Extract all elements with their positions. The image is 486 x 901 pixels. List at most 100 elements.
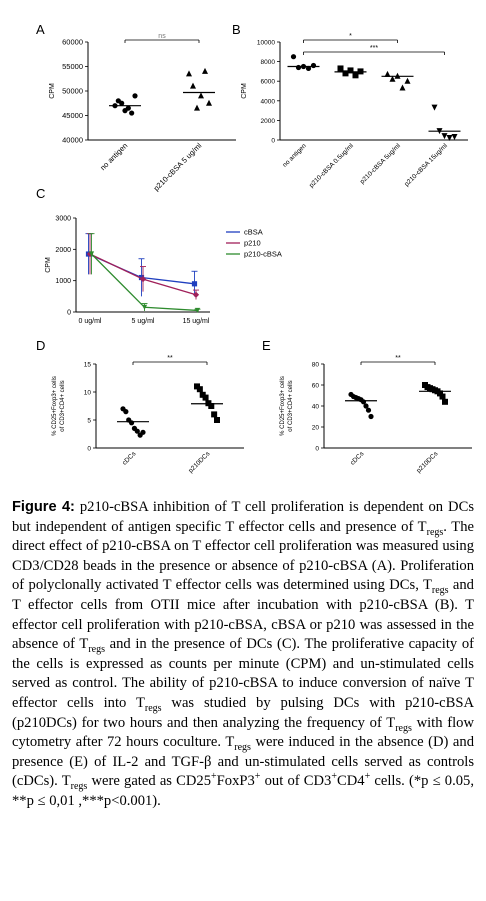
y-tick-label: 40 (312, 404, 320, 411)
y-tick-label: 10000 (257, 40, 275, 47)
data-point (198, 92, 204, 99)
panel-label-e: E (262, 338, 271, 353)
caption-text: p210-cBSA inhibition of T cell prolifera… (12, 499, 475, 809)
y-axis-label: CPM (45, 257, 52, 273)
y-tick-label: 0 (315, 446, 319, 453)
y-tick-label: 6000 (261, 79, 276, 86)
y-tick-label: 2000 (55, 247, 71, 254)
data-point (192, 291, 200, 298)
chart-panel-d: 0 5 10 15 % CD25+Foxp3+ cells of CD3+CD4+ cel… (52, 355, 244, 475)
y-axis-label: CPM (49, 83, 56, 99)
data-point (368, 413, 374, 420)
data-point (140, 429, 146, 435)
figure-label: Figure 4: (12, 499, 75, 515)
data-point (196, 386, 203, 393)
x-tick-label: p210DCs (415, 450, 440, 475)
x-tick-label: p210-cBSA 15ug/ml (403, 142, 449, 188)
panel-label-d: D (36, 338, 46, 353)
y-tick-label: 10 (84, 390, 92, 397)
x-tick-label: 15 ug/ml (183, 318, 210, 325)
data-point (132, 93, 138, 99)
legend-label: p210 (244, 239, 261, 248)
x-tick-label: cDCs (349, 450, 366, 467)
y-axis-label: % CD25+Foxp3+ cells (280, 376, 286, 436)
y-tick-label: 0 (271, 138, 275, 145)
data-point (129, 110, 135, 116)
data-point (389, 75, 396, 82)
x-tick-label: cDCs (121, 450, 138, 467)
significance-label: ** (167, 355, 173, 362)
data-point (437, 390, 443, 397)
data-point (194, 104, 200, 111)
significance-label: *** (370, 45, 378, 52)
chart-panel-c: 0 1000 2000 3000 CPM 0 ug/ml 5 ug/ml 15 ug/ml cB… (45, 216, 282, 326)
chart-panel-e: 0 20 40 60 80 % CD25+Foxp3+ cells of CD3+CD4+ … (280, 355, 472, 475)
y-tick-label: 55000 (62, 62, 83, 71)
y-tick-label: 1000 (55, 278, 71, 285)
y-tick-label: 0 (87, 446, 91, 453)
x-tick-label: p210DCs (187, 450, 212, 475)
panel-label-b: B (232, 22, 241, 37)
y-axis-label: CPM (241, 83, 248, 99)
y-axis-label: of CD3+CD4+ cells (60, 380, 66, 431)
data-point (431, 104, 438, 111)
data-point (194, 307, 201, 314)
data-point (404, 77, 411, 84)
y-tick-label: 60 (312, 383, 320, 390)
data-point (119, 100, 125, 106)
y-tick-label: 15 (84, 362, 92, 369)
data-point (305, 65, 312, 72)
x-tick-label: p210-cBSA 0.5ug/ml (308, 142, 355, 189)
data-point (342, 70, 349, 77)
data-point (206, 99, 212, 106)
data-point (88, 251, 95, 257)
significance-label: ** (395, 355, 401, 362)
data-point (347, 67, 354, 74)
y-tick-label: 5 (87, 418, 91, 425)
y-tick-label: 45000 (62, 111, 83, 120)
x-tick-label: p210-cBSA 5 ug/ml (152, 141, 204, 193)
y-tick-label: 8000 (261, 59, 276, 66)
legend-label: cBSA (244, 228, 263, 237)
y-tick-label: 80 (312, 362, 320, 369)
y-tick-label: 2000 (261, 118, 276, 125)
legend-label: p210-cBSA (244, 250, 282, 259)
data-point (191, 281, 198, 287)
data-point (363, 403, 369, 409)
data-point (214, 417, 220, 423)
data-point (310, 62, 317, 69)
data-point (186, 70, 192, 77)
y-tick-label: 40000 (62, 136, 83, 145)
x-tick-label: p210-cBSA 5ug/ml (359, 142, 402, 185)
data-point (202, 394, 209, 401)
y-tick-label: 3000 (55, 216, 71, 223)
data-point (134, 428, 140, 434)
y-axis-label: of CD3+CD4+ cells (288, 380, 294, 431)
data-point (384, 70, 391, 77)
data-point (128, 420, 135, 426)
significance-label: * (349, 33, 352, 40)
data-point (442, 398, 448, 405)
y-tick-label: 20 (312, 425, 320, 432)
y-axis-label: % CD25+Foxp3+ cells (52, 376, 58, 436)
panel-label-c: C (36, 186, 46, 201)
x-tick-label: no antigen (98, 141, 129, 172)
x-tick-label: no antigen (281, 142, 308, 169)
panel-label-a: A (36, 22, 45, 37)
data-point (399, 84, 406, 91)
y-tick-label: 50000 (62, 87, 83, 96)
data-point (295, 64, 302, 71)
y-tick-label: 60000 (62, 38, 83, 47)
x-tick-label: 5 ug/ml (132, 318, 155, 325)
data-point (125, 105, 131, 111)
data-point (290, 54, 297, 60)
significance-label: ns (158, 33, 166, 40)
data-point (123, 409, 129, 415)
data-point (365, 407, 372, 413)
data-point (451, 134, 458, 141)
y-tick-label: 0 (67, 310, 71, 317)
x-tick-label: 0 ug/ml (79, 318, 102, 325)
data-point (441, 133, 448, 140)
y-tick-label: 4000 (261, 98, 276, 105)
